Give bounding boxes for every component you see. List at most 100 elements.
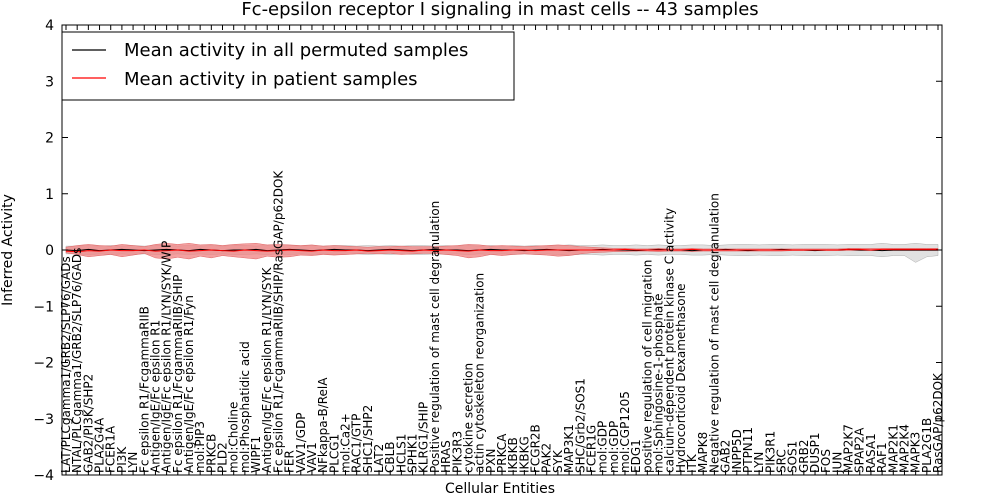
entity-label: calcium-dependent protein kinase C activ… (663, 208, 677, 473)
chart-title: Fc-epsilon receptor I signaling in mast … (241, 0, 758, 20)
entity-label: DUSP1 (808, 432, 822, 473)
entity-label: GRB2 (797, 439, 811, 473)
entity-label: FER (283, 450, 297, 473)
entity-label: CBLB (383, 441, 397, 473)
y-tick-label: 0 (45, 243, 54, 259)
entity-label: FCER1A (104, 425, 118, 473)
entity-label: IKBKB (506, 437, 520, 473)
entity-label: VAV1 (305, 442, 319, 473)
entity-label: MAP2K1 (886, 424, 900, 473)
y-tick-label: −4 (33, 468, 54, 484)
legend: Mean activity in all permuted samples Me… (61, 31, 515, 101)
entity-label: mol:GDP (596, 421, 610, 473)
entity-label: SPHK1 (406, 434, 420, 473)
legend-label-patient: Mean activity in patient samples (124, 69, 418, 90)
y-tick-label: −3 (33, 412, 54, 428)
entity-label: Hydrocorticoid Dexamethasone (674, 283, 688, 473)
entity-label: MAPK8 (696, 432, 710, 473)
entity-label: JUN (830, 452, 844, 474)
y-axis-label: Inferred Activity (0, 194, 16, 306)
entity-label: RAC1/GTP (350, 414, 364, 473)
entity-label: PIK3R1 (763, 431, 777, 473)
entity-labels: LAT/PLCgamma1/GRB2/SLP76/GADsNTAL/PLCgam… (59, 170, 945, 474)
entity-label: PRKCB (204, 434, 218, 473)
entity-label: PLA2G1B (920, 418, 934, 473)
y-tick-label: 4 (45, 18, 54, 34)
line-patient (65, 248, 938, 253)
entity-label: SPAP2A (853, 427, 867, 473)
entity-label: WIPF1 (249, 436, 263, 473)
entity-label: Antigen/IgE/Fc epsilon R1/Fyn (182, 295, 196, 473)
entity-label: LAT/PLCgamma1/GRB2/SLP76/GADs (59, 256, 73, 473)
y-tick-label: −2 (33, 356, 54, 372)
entity-label: RasGAP/p62DOK (931, 372, 945, 473)
confidence-bands (65, 243, 939, 263)
legend-label-permuted: Mean activity in all permuted samples (124, 40, 468, 61)
series-lines (65, 248, 938, 253)
y-tick-label: 3 (45, 74, 54, 90)
entity-label: Antigen/IgE/Fc epsilon R1/LYN/SYK/WIP (160, 241, 174, 473)
entity-label: FOS (819, 449, 833, 473)
entity-label: Antigen/IgE/Fc epsilon R1/LYN/SYK (260, 266, 274, 473)
entity-label: Antigen/IgE/Fc epsilon R1 (148, 320, 162, 473)
entity-label: MAP2K7 (842, 424, 856, 473)
entity-label: RASA1 (864, 433, 878, 473)
entity-label: MAP2K4 (898, 424, 912, 473)
entity-label: ITK (685, 453, 699, 473)
entity-label: PLD2 (216, 442, 230, 473)
entity-label: Negative regulation of mast cell degranu… (707, 193, 721, 473)
entity-label: PI3K (115, 446, 129, 473)
x-axis-label: Cellular Entities (445, 481, 555, 497)
entity-label: mol:Ca2+ (339, 413, 353, 473)
entity-label: VAV1/GDP (294, 412, 308, 473)
entity-label: GAB2 (719, 440, 733, 473)
entity-label: MAP3K1 (562, 424, 576, 473)
entity-label: actin cytoskeleton reorganization (473, 273, 487, 473)
entity-label: RAF1 (875, 442, 889, 473)
entity-label: LYN (752, 452, 766, 473)
x-axis-ticks (65, 25, 939, 475)
entity-label: PIK3R3 (450, 431, 464, 473)
entity-label: SHC/Grb2/SOS1 (573, 378, 587, 473)
entity-label: PRKCA (495, 433, 509, 473)
band-patient (65, 243, 939, 260)
entity-label: Fc epsilon R1/FcgammaRIIB/SHIP (171, 275, 185, 473)
entity-label: Positive regulation of mast cell degranu… (428, 201, 442, 473)
entity-label: FCGR2B (529, 424, 543, 473)
y-axis: −4 −3 −2 −1 0 1 2 3 4 (33, 18, 942, 484)
entity-label: mol:Choline (227, 402, 241, 473)
entity-label: MAPK3 (909, 432, 923, 473)
entity-label: Fc epsilon R1/FcgammaRIIB/SHIP/RasGAP/p6… (271, 170, 285, 473)
entity-label: mol:PIP3 (193, 421, 207, 473)
entity-label: cytokine secretion (462, 363, 476, 473)
entity-label: mol:CGP1205 (618, 391, 632, 473)
legend-box (61, 31, 515, 101)
entity-label: NFkappa-B/RelA (316, 377, 330, 473)
entity-label: FCER1G (584, 425, 598, 473)
entity-label: PAK2 (540, 443, 554, 473)
entity-label: HCLS1 (394, 434, 408, 473)
entity-label: positive regulation of cell migration (640, 260, 654, 473)
y-tick-label: 1 (45, 187, 54, 203)
entity-label: mol:Phosphatidic acid (238, 341, 252, 473)
entity-label: SRC (775, 449, 789, 473)
entity-label: SHC1/SHP2 (361, 405, 375, 473)
entity-label: SYK (551, 449, 565, 473)
entity-label: IKBKG (517, 436, 531, 473)
entity-label: GAB2/PI3K/SHP2 (81, 374, 95, 473)
entity-label: PLCG1 (327, 434, 341, 473)
entity-label: LYN (126, 452, 140, 473)
entity-label: NTAL/PLCgamma1/GRB2/SLP76/GADs (70, 248, 84, 473)
entity-label: PLA2G4A (93, 417, 107, 473)
y-tick-label: 2 (45, 131, 54, 147)
entity-label: mol:Sphingosine-1-phosphate (652, 294, 666, 474)
entity-label: EDG1 (629, 439, 643, 473)
entity-label: KLRG1/SHIP (417, 402, 431, 473)
entity-label: INPP5D (730, 429, 744, 473)
entity-label: HRAS (439, 440, 453, 473)
entity-label: PTPN11 (741, 427, 755, 473)
entity-label: mol:GDP (607, 421, 621, 473)
entity-label: PXN (484, 449, 498, 473)
entity-label: Fc epsilon R1/FcgammaRIIB (137, 306, 151, 473)
